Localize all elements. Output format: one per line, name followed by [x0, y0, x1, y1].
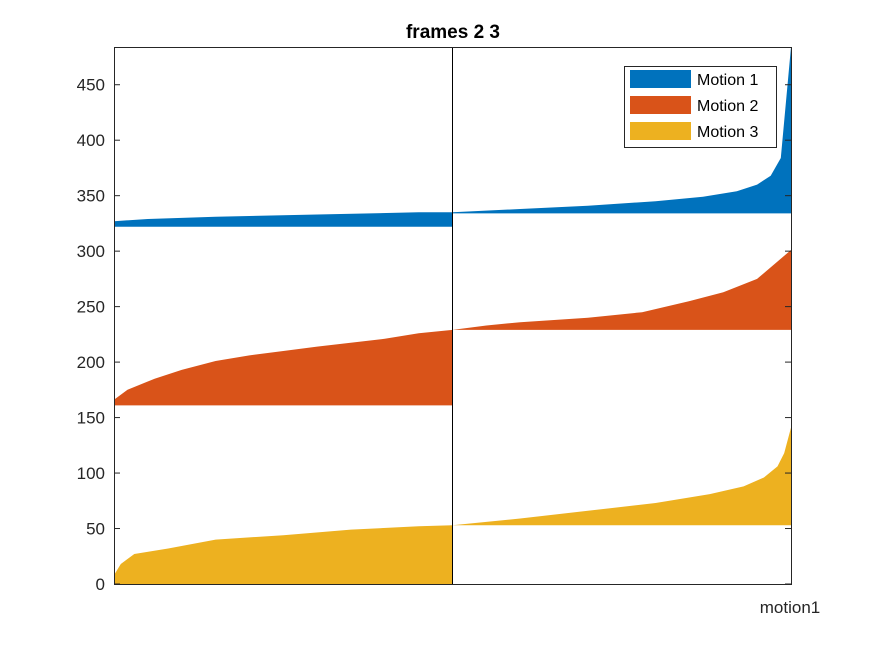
axes-box [114, 47, 792, 585]
series-area-motion-1-segment-2 [452, 47, 791, 214]
y-tick-label: 200 [77, 353, 105, 372]
y-tick-label: 400 [77, 131, 105, 150]
legend[interactable]: Motion 1 Motion 2 Motion 3 [624, 66, 777, 148]
y-tick-label: 100 [77, 464, 105, 483]
series-area-motion-2-segment-2 [452, 250, 791, 330]
y-tick-label: 50 [86, 520, 105, 539]
legend-swatch-motion-3 [630, 122, 691, 140]
series-area-motion-2-segment-1 [114, 329, 453, 406]
legend-swatch-motion-1 [630, 70, 691, 88]
y-tick-label: 300 [77, 242, 105, 261]
plot-area [114, 47, 791, 584]
chart-title: frames 2 3 [406, 22, 500, 43]
y-axis: 0 50 100 150 200 250 300 350 400 450 [77, 76, 791, 594]
y-tick-label: 250 [77, 298, 105, 317]
y-tick-label: 0 [96, 575, 105, 594]
legend-label-motion-2: Motion 2 [697, 98, 758, 115]
x-axis-label: motion1 [760, 598, 820, 617]
y-tick-label: 350 [77, 187, 105, 206]
legend-label-motion-3: Motion 3 [697, 124, 758, 141]
y-tick-label: 450 [77, 76, 105, 95]
series-area-motion-1-segment-1 [114, 212, 453, 227]
series-area-motion-3-segment-1 [114, 525, 453, 584]
y-tick-label: 150 [77, 409, 105, 428]
series-area-motion-3-segment-2 [452, 427, 791, 526]
legend-swatch-motion-2 [630, 96, 691, 114]
legend-label-motion-1: Motion 1 [697, 72, 758, 89]
